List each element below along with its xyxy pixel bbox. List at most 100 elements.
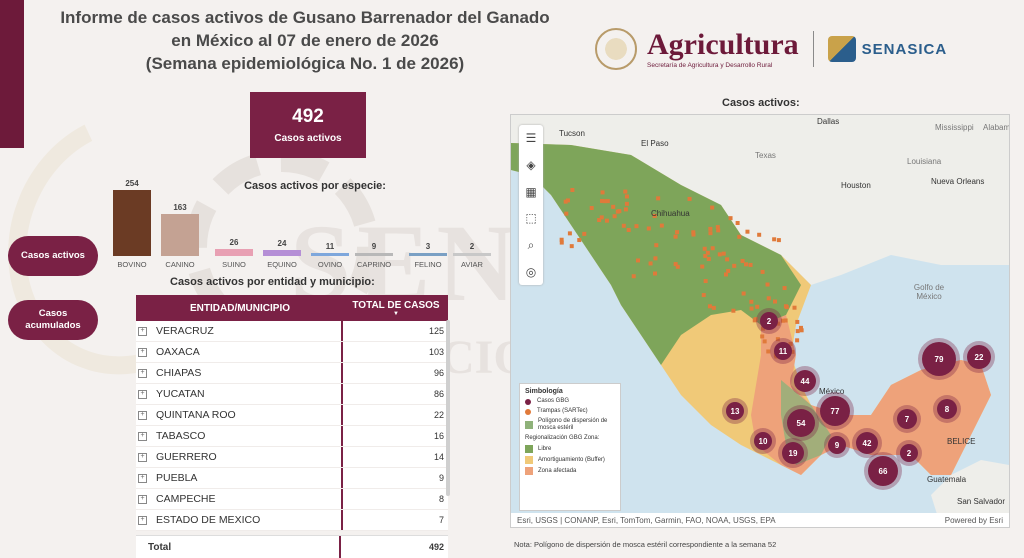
expand-icon[interactable]: +: [138, 368, 147, 378]
accumulated-cases-button[interactable]: Casos acumulados: [8, 300, 98, 340]
map-title: Casos activos:: [722, 97, 800, 109]
entity-name: YUCATAN: [156, 388, 205, 400]
senasica-name: SENASICA: [861, 40, 948, 58]
table-row[interactable]: + PUEBLA 9: [136, 468, 448, 489]
case-cluster-marker[interactable]: 10: [754, 432, 772, 450]
trap-marker: [765, 282, 770, 287]
trap-marker: [782, 286, 787, 291]
species-bar-ovino[interactable]: 11: [310, 242, 350, 256]
expand-icon[interactable]: +: [138, 389, 147, 399]
trap-marker: [799, 328, 804, 333]
place-label: Tucson: [559, 129, 585, 138]
table-row[interactable]: + CAMPECHE 8: [136, 489, 448, 510]
select-area-icon[interactable]: ⬚: [525, 211, 537, 226]
entity-cell: + PUEBLA: [136, 468, 344, 488]
active-cases-button[interactable]: Casos activos: [8, 236, 98, 276]
title-line-3: (Semana epidemiológica No. 1 de 2026): [145, 54, 465, 73]
trap-marker: [780, 318, 785, 323]
trap-marker: [726, 268, 731, 273]
expand-icon[interactable]: +: [138, 326, 147, 336]
case-cluster-marker[interactable]: 54: [787, 409, 815, 437]
menu-icon[interactable]: ☰: [525, 131, 537, 146]
place-label: Mississippi: [935, 123, 974, 132]
case-cluster-marker[interactable]: 13: [726, 402, 744, 420]
layers-icon[interactable]: ◈: [526, 157, 536, 172]
case-cluster-marker[interactable]: 19: [782, 442, 804, 464]
case-cluster-marker[interactable]: 77: [820, 396, 850, 426]
expand-icon[interactable]: +: [138, 515, 147, 525]
table-scrollbar[interactable]: [446, 320, 450, 496]
locate-icon[interactable]: ◎: [525, 264, 537, 279]
table-row[interactable]: + ESTADO DE MEXICO 7: [136, 510, 448, 531]
expand-icon[interactable]: +: [138, 410, 147, 420]
table-row[interactable]: + CHIAPAS 96: [136, 363, 448, 384]
species-category-label: EQUINO: [267, 260, 297, 269]
case-cluster-marker[interactable]: 2: [900, 444, 918, 462]
column-header-entity[interactable]: ENTIDAD/MUNICIPIO: [190, 302, 290, 314]
trap-marker: [605, 199, 610, 204]
table-row[interactable]: + YUCATAN 86: [136, 384, 448, 405]
affected-zone-swatch-icon: [525, 467, 533, 475]
table-row[interactable]: + OAXACA 103: [136, 342, 448, 363]
active-cases-map[interactable]: ☰ ◈ ▦ ⬚ ⌕ ◎ Dallas Tucson El Paso Mississip…: [510, 114, 1010, 528]
basemap-gallery-icon[interactable]: ▦: [525, 184, 537, 199]
case-cluster-marker[interactable]: 79: [922, 342, 956, 376]
case-cluster-marker[interactable]: 44: [794, 370, 816, 392]
case-cluster-marker[interactable]: 66: [868, 456, 898, 486]
species-category-label: AVIAR: [461, 260, 483, 269]
entity-name: VERACRUZ: [156, 325, 214, 337]
place-label: México: [819, 387, 845, 396]
species-bar-caprino[interactable]: 9: [354, 242, 394, 256]
species-bar-felino[interactable]: 3: [408, 242, 448, 256]
trap-marker: [795, 329, 800, 334]
trap-marker: [724, 272, 729, 277]
trap-marker: [710, 246, 715, 251]
case-cluster-marker[interactable]: 2: [760, 312, 778, 330]
search-icon[interactable]: ⌕: [527, 237, 535, 252]
place-label: San Salvador: [957, 497, 1006, 506]
species-bar-canino[interactable]: 163: [160, 203, 200, 256]
expand-icon[interactable]: +: [138, 452, 147, 462]
entity-cell: + VERACRUZ: [136, 321, 344, 341]
expand-icon[interactable]: +: [138, 473, 147, 483]
trap-marker: [691, 232, 696, 237]
species-bar-bovino[interactable]: 254: [112, 179, 152, 256]
place-label: Alabama: [983, 123, 1010, 132]
trap-marker: [740, 258, 745, 263]
legend-affected-zone: Zona afectada: [525, 467, 615, 475]
species-bar-equino[interactable]: 24: [262, 239, 302, 256]
case-cluster-marker[interactable]: 22: [967, 345, 991, 369]
entity-cell: + CAMPECHE: [136, 489, 344, 509]
legend-title: Simbología: [525, 388, 563, 395]
column-header-total-label: TOTAL DE CASOS: [352, 299, 440, 311]
case-cluster-marker[interactable]: 8: [937, 399, 957, 419]
trap-marker: [563, 199, 568, 204]
table-row[interactable]: + VERACRUZ 125: [136, 321, 448, 342]
sort-desc-icon: ▼: [393, 310, 399, 317]
accumulated-cases-button-label: Casos acumulados: [25, 308, 81, 331]
expand-icon[interactable]: +: [138, 347, 147, 357]
trap-marker: [706, 257, 711, 262]
table-row[interactable]: + GUERRERO 14: [136, 447, 448, 468]
trap-marker: [775, 337, 780, 342]
case-cluster-marker[interactable]: 42: [856, 432, 878, 454]
column-header-total[interactable]: TOTAL DE CASOS ▼: [344, 295, 448, 321]
total-active-cases-label: Casos activos: [274, 133, 342, 144]
case-cluster-marker[interactable]: 7: [897, 409, 917, 429]
trap-marker: [621, 223, 626, 228]
trap-marker: [717, 252, 722, 257]
powered-by-esri[interactable]: Powered by Esri: [944, 515, 1003, 525]
table-row[interactable]: + TABASCO 16: [136, 426, 448, 447]
species-bar-aviar[interactable]: 2: [452, 242, 492, 256]
central-america-landmass: [931, 460, 1009, 527]
expand-icon[interactable]: +: [138, 431, 147, 441]
species-bar-value: 254: [125, 179, 139, 188]
species-bar-suino[interactable]: 26: [214, 238, 254, 256]
trap-marker: [611, 204, 616, 209]
expand-icon[interactable]: +: [138, 494, 147, 504]
case-cluster-marker[interactable]: 9: [828, 436, 846, 454]
table-row[interactable]: + QUINTANA ROO 22: [136, 405, 448, 426]
trap-marker: [703, 253, 708, 258]
trap-marker: [577, 238, 582, 243]
case-cluster-marker[interactable]: 11: [774, 342, 792, 360]
